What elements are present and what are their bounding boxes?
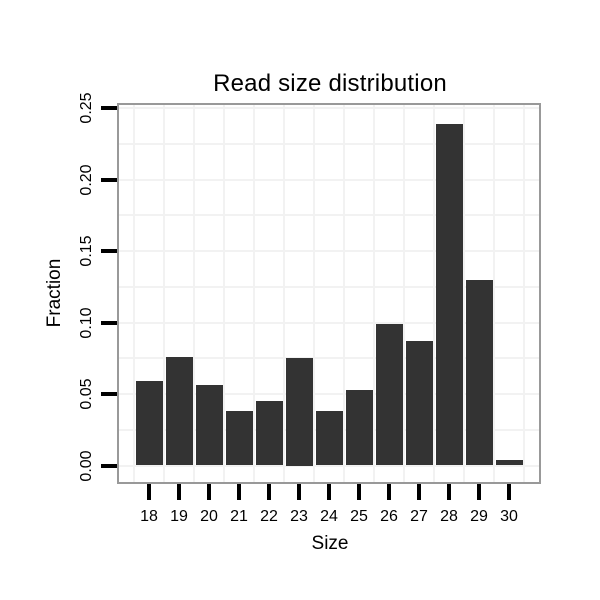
bar-size-30 [495, 459, 523, 466]
y-axis-tick [101, 392, 117, 396]
gridline-vertical [463, 105, 465, 482]
x-axis-tick [387, 484, 391, 500]
x-tick-label: 22 [260, 508, 278, 525]
gridline-vertical [343, 105, 345, 482]
x-tick-label: 23 [290, 508, 308, 525]
x-axis-tick [447, 484, 451, 500]
gridline-vertical [523, 105, 525, 482]
gridline-horizontal [119, 107, 539, 109]
bar-size-22 [255, 401, 283, 466]
gridline-vertical [223, 105, 225, 482]
gridline-horizontal [119, 321, 539, 324]
y-axis-tick [101, 177, 117, 182]
gridline-vertical [283, 105, 285, 482]
x-axis-tick [147, 484, 151, 500]
x-axis-tick [417, 484, 421, 500]
y-axis-tick [101, 106, 117, 110]
bar-size-21 [225, 411, 253, 466]
x-tick-label: 19 [170, 508, 188, 525]
y-tick-label: 0.00 [78, 449, 95, 482]
gridline-horizontal [119, 250, 539, 252]
bar-size-25 [345, 389, 373, 466]
gridline-vertical [313, 105, 315, 482]
y-tick-label: 0.15 [78, 235, 95, 267]
gridline-horizontal [119, 393, 539, 395]
x-tick-label: 28 [440, 508, 458, 525]
bar-size-19 [165, 356, 193, 466]
gridline-horizontal [119, 464, 539, 467]
gridline-vertical [133, 105, 135, 482]
bar-size-23 [285, 358, 313, 466]
bar-size-26 [375, 323, 403, 466]
x-axis-tick [177, 484, 181, 500]
x-tick-label: 26 [380, 508, 398, 525]
gridline-horizontal [119, 178, 539, 181]
gridline-vertical [493, 105, 495, 482]
gridline-vertical [193, 105, 195, 482]
bar-size-29 [465, 279, 493, 466]
y-tick-label: 0.10 [78, 306, 95, 339]
gridline-horizontal [119, 285, 539, 288]
x-axis-tick [297, 484, 301, 500]
x-axis-tick [477, 484, 481, 500]
bar-size-20 [195, 385, 223, 466]
y-axis-title: Fraction [44, 258, 65, 328]
y-tick-label: 0.20 [78, 163, 95, 196]
gridline-vertical [433, 105, 435, 482]
bar-size-27 [405, 341, 433, 466]
y-axis-tick [101, 249, 117, 253]
bar-size-24 [315, 411, 343, 466]
gridline-horizontal [119, 214, 539, 217]
x-tick-label: 21 [230, 508, 248, 525]
x-tick-label: 25 [350, 508, 368, 525]
x-tick-label: 24 [320, 508, 338, 525]
x-tick-label: 30 [500, 508, 518, 525]
bar-size-28 [435, 123, 463, 466]
gridline-vertical [403, 105, 405, 482]
x-axis-tick [507, 484, 511, 500]
x-axis-tick [327, 484, 331, 500]
x-tick-label: 27 [410, 508, 428, 525]
plot-panel [117, 103, 541, 484]
gridline-vertical [373, 105, 375, 482]
y-axis-tick [101, 463, 117, 468]
y-tick-label: 0.05 [78, 378, 95, 410]
gridline-vertical [253, 105, 255, 482]
x-axis-tick [357, 484, 361, 500]
x-axis-tick [267, 484, 271, 500]
y-tick-label: 0.25 [78, 92, 95, 124]
gridline-horizontal [119, 142, 539, 145]
x-axis-tick [207, 484, 211, 500]
x-tick-label: 29 [470, 508, 488, 525]
x-axis-tick [237, 484, 241, 500]
y-axis-tick [101, 320, 117, 325]
x-tick-label: 20 [200, 508, 218, 525]
bar-size-18 [135, 381, 163, 466]
gridline-vertical [163, 105, 165, 482]
chart-title: Read size distribution [213, 70, 447, 97]
x-axis-title: Size [311, 533, 349, 554]
x-tick-label: 18 [140, 508, 158, 525]
gridline-horizontal [119, 357, 539, 360]
